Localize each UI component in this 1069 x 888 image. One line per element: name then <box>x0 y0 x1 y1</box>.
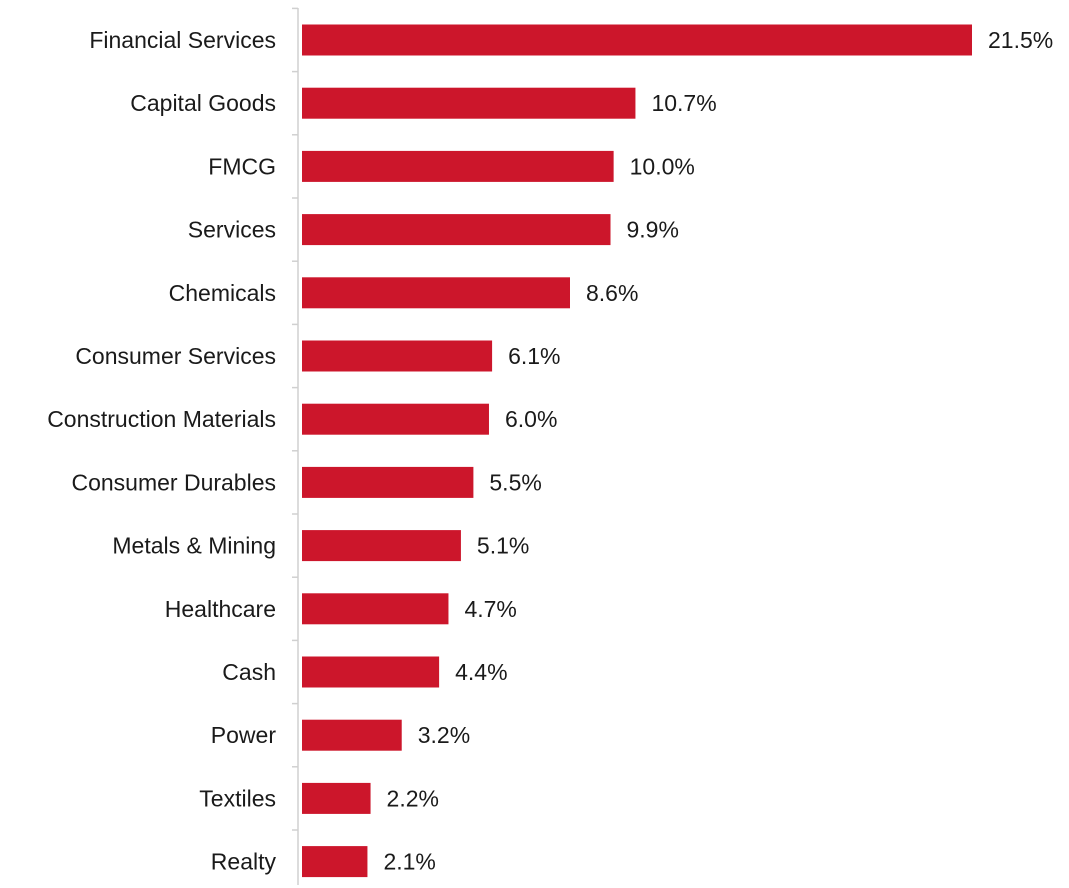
value-label: 10.0% <box>630 153 695 179</box>
bar <box>302 656 440 688</box>
category-labels: Financial Services Capital Goods FMCG Servi… <box>47 27 276 875</box>
bar <box>302 150 614 182</box>
value-label: 9.9% <box>627 217 679 243</box>
bar <box>302 87 636 119</box>
value-label: 6.1% <box>508 343 560 369</box>
bar <box>302 782 371 814</box>
bar <box>302 593 449 625</box>
category-label: Capital Goods <box>130 90 276 116</box>
value-label: 10.7% <box>651 90 716 116</box>
value-label: 4.4% <box>455 659 507 685</box>
value-label: 6.0% <box>505 406 557 432</box>
category-axis <box>292 7 299 885</box>
category-label: Metals & Mining <box>112 533 276 559</box>
value-label: 4.7% <box>464 596 516 622</box>
category-label: Healthcare <box>165 596 276 622</box>
category-label: Financial Services <box>89 27 276 53</box>
category-label: Textiles <box>199 785 276 811</box>
value-label: 8.6% <box>586 280 638 306</box>
bar <box>302 846 368 878</box>
category-label: Consumer Durables <box>71 469 276 495</box>
value-label: 5.1% <box>477 533 529 559</box>
bar <box>302 24 972 56</box>
category-label: Cash <box>222 659 276 685</box>
bar <box>302 403 489 435</box>
value-label: 2.1% <box>383 849 435 875</box>
bar <box>302 719 402 751</box>
category-label: FMCG <box>208 153 276 179</box>
category-label: Realty <box>211 849 277 875</box>
category-label: Consumer Services <box>75 343 276 369</box>
value-labels: 21.5% 10.7% 10.0% 9.9% 8.6% 6.1% 6.0% 5.5% 5.1% 4… <box>383 27 1053 875</box>
value-label: 3.2% <box>418 722 470 748</box>
bar <box>302 277 570 309</box>
category-label: Power <box>211 722 277 748</box>
value-label: 21.5% <box>988 27 1053 53</box>
bar <box>302 530 461 562</box>
bar <box>302 466 474 498</box>
bar <box>302 214 611 246</box>
value-label: 5.5% <box>489 469 541 495</box>
category-label: Chemicals <box>169 280 276 306</box>
bar <box>302 340 493 372</box>
category-label: Services <box>188 217 276 243</box>
bars-layer <box>302 24 972 878</box>
value-label: 2.2% <box>387 785 439 811</box>
category-label: Construction Materials <box>47 406 276 432</box>
